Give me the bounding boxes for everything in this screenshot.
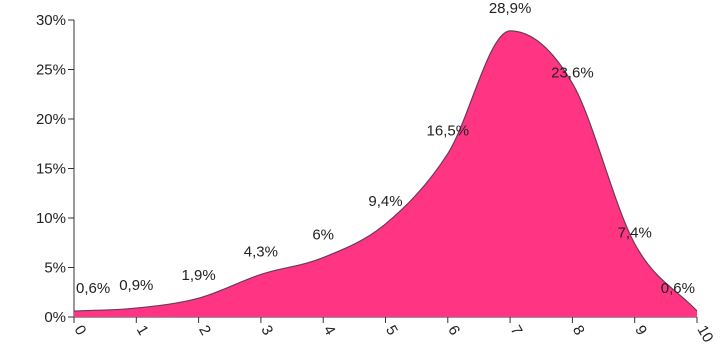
y-tick-label: 0%	[44, 309, 66, 326]
data-label: 0,6%	[661, 280, 695, 297]
x-tick-label: 0	[71, 323, 90, 339]
x-tick-label: 6	[444, 323, 463, 339]
y-tick-label: 30%	[36, 12, 66, 29]
data-label: 4,3%	[244, 243, 278, 260]
y-axis: 0% 5% 10% 15% 20% 25% 30%	[36, 12, 75, 326]
data-label: 9,4%	[368, 193, 402, 210]
x-tick-label: 2	[195, 323, 214, 339]
x-axis: 0 1 2 3 4 5 6 7 8 9 10	[71, 316, 717, 346]
y-tick-label: 5%	[44, 260, 66, 277]
series-area	[74, 30, 697, 317]
y-tick-label: 10%	[36, 210, 66, 227]
x-tick-label: 5	[382, 323, 401, 339]
plot-area	[73, 30, 698, 317]
data-label: 1,9%	[181, 267, 215, 284]
data-labels: 0,6% 0,9% 1,9% 4,3% 6% 9,4% 16,5% 28,9% 23,6% 7,4…	[76, 0, 695, 297]
data-label: 6%	[312, 227, 334, 244]
x-tick-label: 1	[133, 323, 152, 339]
y-tick-label: 15%	[36, 161, 66, 178]
y-tick-label: 20%	[36, 111, 66, 128]
y-tick-label: 25%	[36, 62, 66, 79]
data-label: 0,6%	[76, 280, 110, 297]
series-line	[73, 30, 698, 312]
x-tick-label: 9	[631, 323, 650, 339]
data-label: 23,6%	[551, 64, 594, 81]
x-tick-label: 10	[694, 323, 717, 346]
x-tick-label: 4	[320, 323, 339, 339]
data-label: 16,5%	[427, 123, 470, 140]
x-tick-label: 8	[569, 323, 588, 339]
data-label: 28,9%	[489, 0, 532, 17]
data-label: 0,9%	[119, 277, 153, 294]
x-tick-label: 7	[507, 323, 526, 339]
data-label: 7,4%	[618, 225, 652, 242]
x-tick-label: 3	[257, 323, 276, 339]
